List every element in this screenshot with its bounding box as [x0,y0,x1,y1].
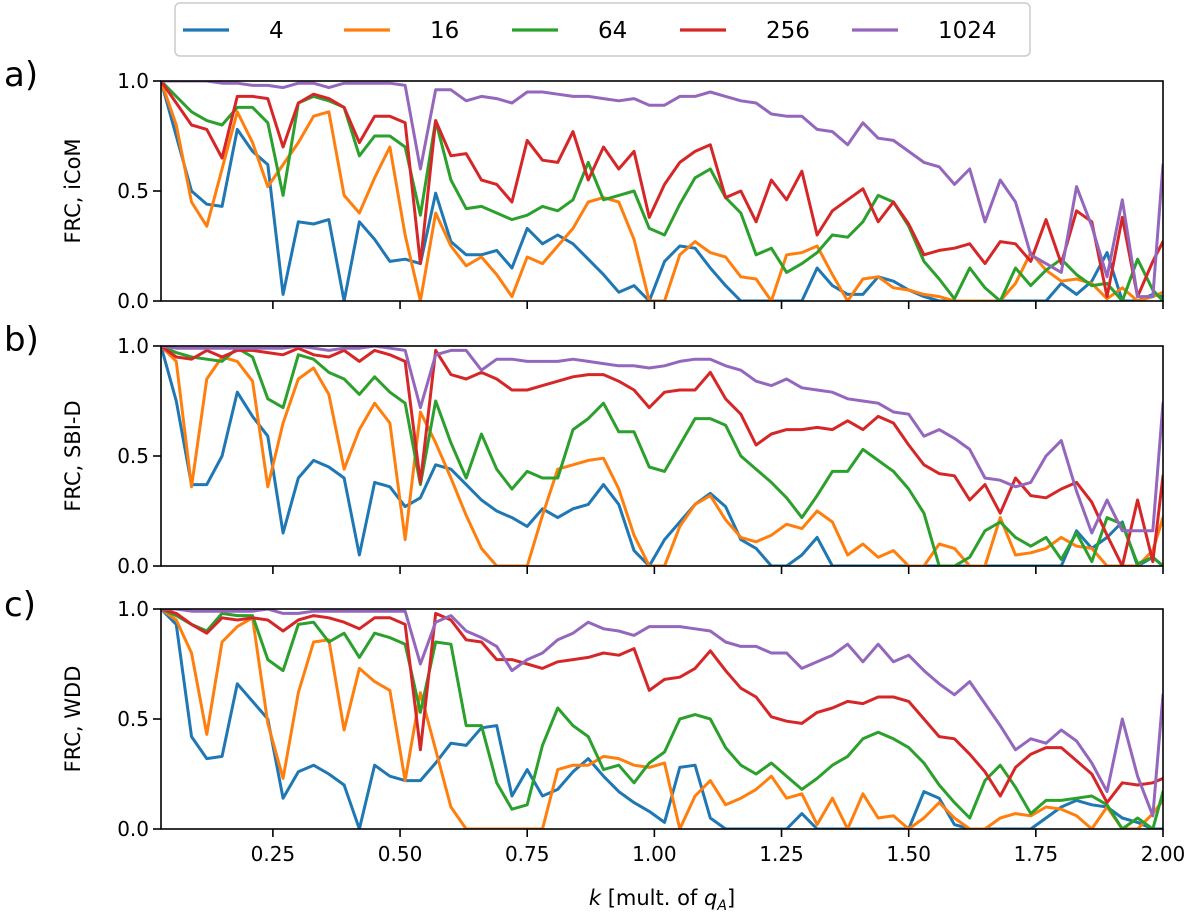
panel-c-series-4-line [161,609,1163,829]
legend-entry-256: 256 [680,18,810,44]
xtick-label-4: 1.25 [759,842,804,866]
legend: 4 16 64 256 1024 [174,2,1031,57]
legend-entry-4: 4 [183,18,284,44]
xtick-label-2: 0.75 [505,842,550,866]
legend-entry-64: 64 [512,18,627,44]
panel-a-series-1024-line [161,81,1163,299]
panel-b-series-16-line [161,346,1163,566]
panel-c-ytick-label-2: 1.0 [117,597,149,621]
panel-b-ytick-label-0: 0.0 [117,554,149,578]
legend-box [174,2,1031,57]
panel-a-ytick-label-2: 1.0 [117,69,149,93]
x-axis-title-end: ] [727,886,735,910]
panel-b-series-64-line [161,346,1163,566]
panel-b-series-1024-line [161,346,1163,535]
panel-b-label: b) [4,320,39,360]
panel-c-ytick-label-1: 0.5 [117,707,149,731]
panel-a: 0.0 0.5 1.0 FRC, iCoM a) [4,55,1164,313]
panel-c-y-axis-title: FRC, WDD [61,666,85,773]
panel-c-series-256-line [161,609,1163,805]
panels-layer: 0.0 0.5 1.0 FRC, iCoM a) 0.0 0.5 1.0 FRC, SBI-D b… [4,55,1185,866]
panel-c-frame [160,608,1164,830]
panel-c-series-16-line [161,609,1163,829]
panel-b: 0.0 0.5 1.0 FRC, SBI-D b) [4,320,1164,578]
panel-a-ytick-label-1: 0.5 [117,179,149,203]
panel-c: 0.0 0.5 1.0 0.25 0.50 0.75 1.00 1.25 1.50 1.75 2.0… [4,585,1185,866]
x-axis-title-q: q [704,886,717,910]
panel-b-ytick-label-2: 1.0 [117,334,149,358]
panel-c-series-64-line [161,609,1163,829]
x-axis-title-subscript: A [716,898,727,914]
xtick-label-7: 2.00 [1141,842,1186,866]
legend-label-64: 64 [598,18,627,44]
x-axis-title-middle: [mult. of [601,886,704,910]
legend-entry-1024: 1024 [852,18,997,44]
panel-a-series-group [161,81,1163,301]
panel-a-series-256-line [161,81,1163,299]
xtick-label-1: 0.50 [378,842,423,866]
panel-c-series-group [161,609,1163,829]
xtick-label-5: 1.50 [886,842,931,866]
panel-a-ytick-label-0: 0.0 [117,289,149,313]
panel-a-label: a) [4,55,38,95]
panel-b-series-256-line [161,346,1163,566]
panel-c-ytick-label-0: 0.0 [117,817,149,841]
legend-entry-16: 16 [344,18,459,44]
panel-a-series-16-line [161,81,1163,301]
svg-text:k [mult. of qA]: k [mult. of qA] [589,886,735,914]
xtick-label-0: 0.25 [251,842,296,866]
panel-c-label: c) [4,585,36,625]
panel-b-ytick-label-1: 0.5 [117,444,149,468]
panel-a-y-axis-title: FRC, iCoM [61,138,85,243]
x-axis-title-k: k [589,886,602,910]
legend-label-16: 16 [430,18,459,44]
panel-b-y-axis-title: FRC, SBI-D [61,400,85,511]
panel-a-series-64-line [161,81,1163,301]
xtick-label-6: 1.75 [1014,842,1059,866]
legend-label-4: 4 [269,18,284,44]
legend-label-256: 256 [766,18,810,44]
panel-c-series-1024-line [161,609,1163,818]
panel-b-series-group [161,346,1163,566]
panel-b-series-4-line [161,346,1163,566]
legend-label-1024: 1024 [938,18,997,44]
x-axis-title: k [mult. of qA] [589,886,735,914]
xtick-label-3: 1.00 [632,842,677,866]
panel-a-series-4-line [161,81,1163,301]
